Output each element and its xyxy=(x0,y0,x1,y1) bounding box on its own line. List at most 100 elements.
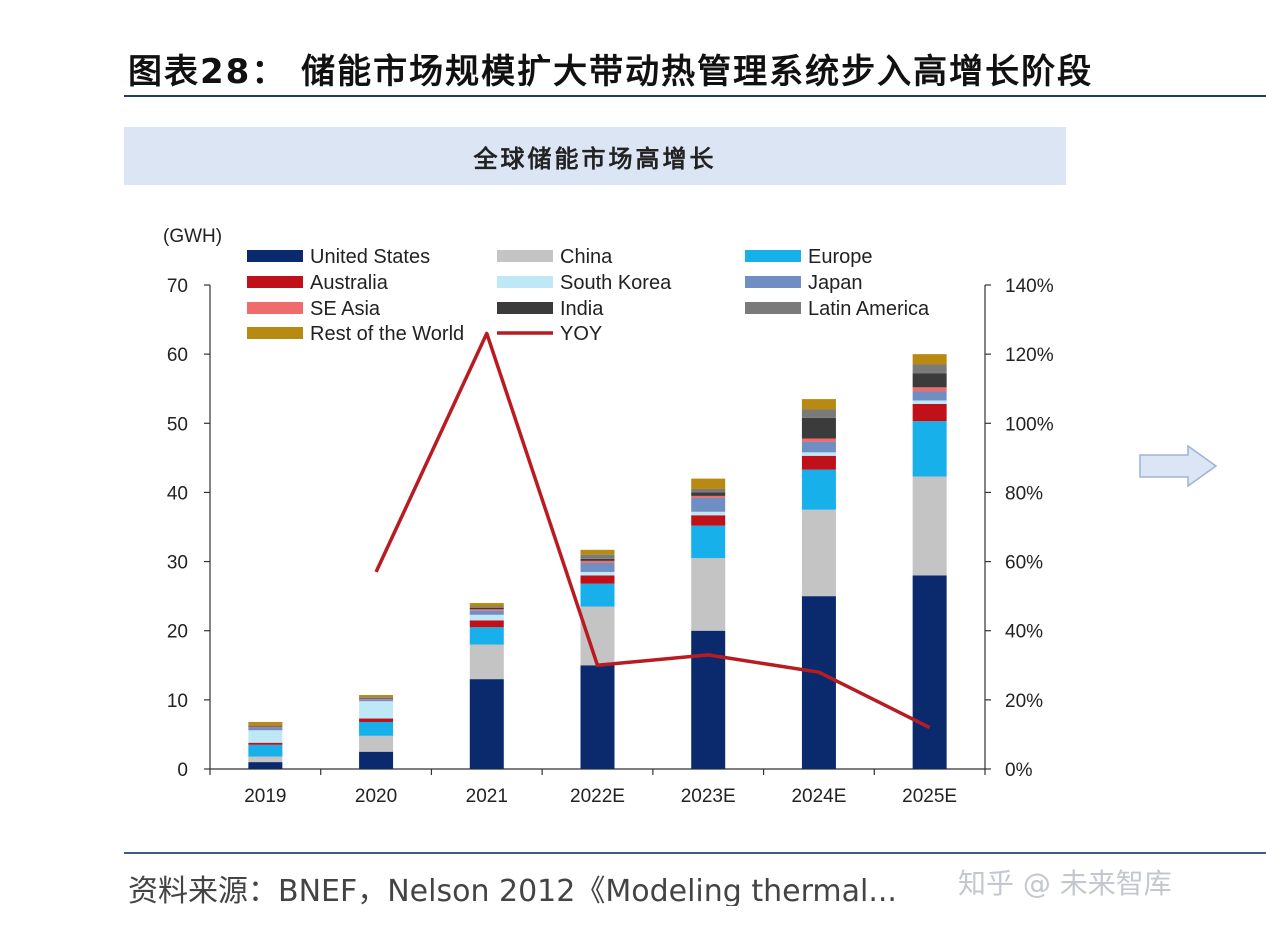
legend-swatch xyxy=(745,250,801,262)
y2-tick-label: 100% xyxy=(1005,414,1054,435)
bar-segment xyxy=(801,509,836,597)
y2-tick-label: 0% xyxy=(1005,760,1033,781)
bar-segment xyxy=(691,478,726,489)
y-tick-label: 20 xyxy=(167,622,188,643)
y-tick-label: 40 xyxy=(167,483,188,504)
yoy-line xyxy=(374,331,931,730)
bar-segment xyxy=(469,607,504,610)
chart-legend: United States China Europe Australia South K… xyxy=(247,246,930,345)
bar-segment xyxy=(248,727,283,731)
bar-segment xyxy=(580,606,615,666)
bar-segment xyxy=(248,742,283,745)
bar-segment xyxy=(691,495,726,498)
bar-segment xyxy=(801,596,836,769)
chart-axes: (GWH) 0 10 20 30 40 50 60 70 0% 20% 40% 60% 80% 100% 12… xyxy=(163,226,1054,807)
bar-segment xyxy=(801,438,836,442)
y2-tick-label: 80% xyxy=(1005,483,1043,504)
bar-series-group xyxy=(248,354,947,769)
bar-segment xyxy=(248,725,283,727)
bar-segment xyxy=(691,511,726,516)
legend-swatch xyxy=(247,250,303,262)
bar-segment xyxy=(801,441,836,453)
bar-segment xyxy=(469,610,504,615)
bar-segment xyxy=(912,476,947,576)
bar-segment xyxy=(912,373,947,388)
bar-segment xyxy=(580,575,615,584)
bar-segment xyxy=(469,614,504,621)
bar-segment xyxy=(469,620,504,628)
y-tick-label: 60 xyxy=(167,345,188,366)
bar-segment xyxy=(248,744,283,757)
bar-segment xyxy=(359,698,394,700)
bar-segment xyxy=(580,558,615,561)
bar-segment xyxy=(801,469,836,510)
source-divider xyxy=(124,852,1266,854)
bar-segment xyxy=(691,488,726,493)
legend-swatch xyxy=(247,302,303,314)
y-tick-label: 30 xyxy=(167,553,188,574)
legend-swatch xyxy=(247,327,303,339)
bar-segment xyxy=(691,525,726,559)
bar-segment xyxy=(248,726,283,727)
bar-segment xyxy=(359,697,394,698)
bar-segment xyxy=(359,701,394,719)
bar-segment xyxy=(248,756,283,763)
legend-label: Rest of the World xyxy=(310,323,464,345)
legend-swatch xyxy=(497,302,553,314)
bar-segment xyxy=(912,391,947,401)
bar-segment xyxy=(912,364,947,374)
bar-segment xyxy=(580,571,615,576)
bar-segment xyxy=(580,554,615,559)
bar-segment xyxy=(359,718,394,722)
x-tick-label: 2022E xyxy=(570,786,625,807)
x-tick-label: 2021 xyxy=(466,786,508,807)
bar-segment xyxy=(469,606,504,608)
x-tick-label: 2025E xyxy=(902,786,957,807)
bar-segment xyxy=(359,735,394,752)
legend-swatch xyxy=(247,276,303,288)
bar-segment xyxy=(691,630,726,769)
bar-segment xyxy=(580,560,615,563)
legend-swatch xyxy=(745,302,801,314)
legend-label: YOY xyxy=(560,323,602,345)
bar-segment xyxy=(691,492,726,496)
bar-segment xyxy=(912,403,947,422)
x-tick-label: 2024E xyxy=(791,786,846,807)
y2-tick-label: 120% xyxy=(1005,345,1054,366)
y-tick-label: 10 xyxy=(167,691,188,712)
bar-segment xyxy=(359,699,394,702)
bar-segment xyxy=(359,751,394,769)
y2-tick-label: 140% xyxy=(1005,276,1054,297)
x-tick-label: 2023E xyxy=(681,786,736,807)
yoy-line-group xyxy=(374,331,931,730)
y2-tick-label: 40% xyxy=(1005,622,1043,643)
bar-segment xyxy=(469,627,504,645)
bar-segment xyxy=(469,609,504,611)
watermark: 知乎 @ 未来智库 xyxy=(958,867,1172,900)
x-tick-label: 2019 xyxy=(244,786,286,807)
legend-label: United States xyxy=(310,246,430,268)
bar-segment xyxy=(580,665,615,769)
bar-segment xyxy=(248,762,283,769)
legend-label: Latin America xyxy=(808,298,930,320)
legend-swatch xyxy=(497,250,553,262)
source-note: 资料来源：BNEF，Nelson 2012《Modeling thermal..… xyxy=(128,874,897,906)
bar-segment xyxy=(469,644,504,680)
bar-segment xyxy=(691,497,726,512)
bar-segment xyxy=(801,452,836,456)
legend-label: India xyxy=(560,298,604,320)
page-title: 图表28： 储能市场规模扩大带动热管理系统步入高增长阶段 xyxy=(128,52,1094,92)
bar-segment xyxy=(469,603,504,607)
bar-segment xyxy=(801,409,836,418)
bar-segment xyxy=(912,575,947,769)
bar-segment xyxy=(691,558,726,631)
bar-segment xyxy=(248,730,283,743)
bar-segment xyxy=(801,399,836,410)
bar-segment xyxy=(912,354,947,365)
bar-segment xyxy=(359,695,394,698)
legend-swatch xyxy=(497,276,553,288)
legend-label: South Korea xyxy=(560,272,672,294)
bar-segment xyxy=(912,400,947,404)
bar-segment xyxy=(912,421,947,477)
